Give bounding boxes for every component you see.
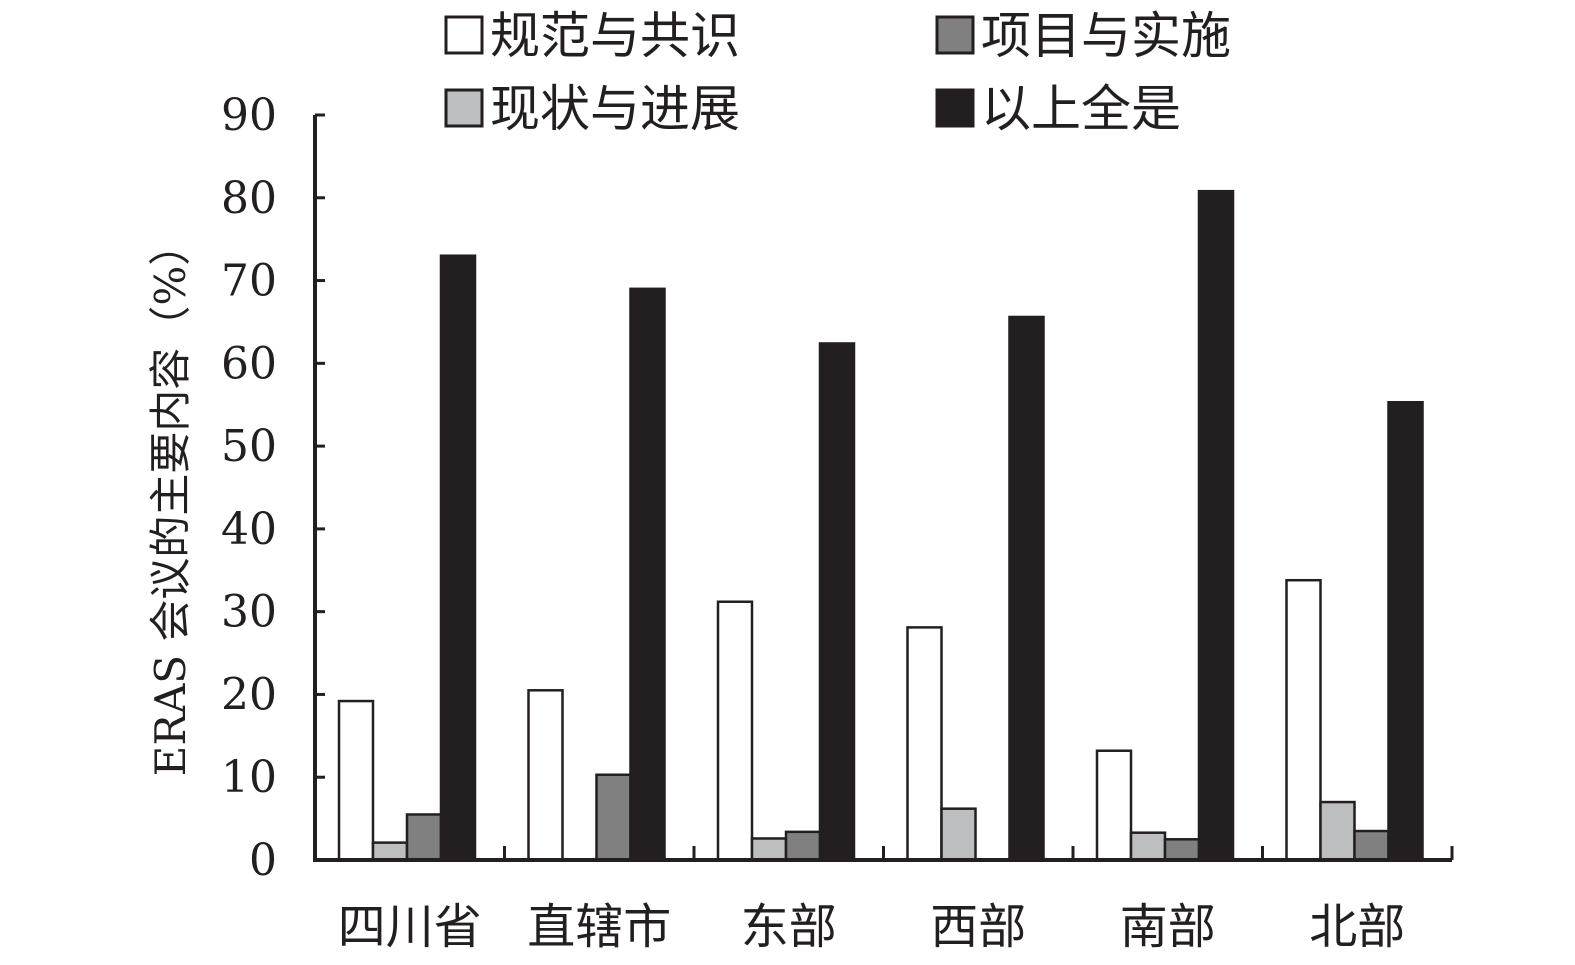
- y-tick-label: 50: [221, 421, 277, 472]
- legend-label: 以上全是: [981, 80, 1181, 138]
- y-tick-label: 20: [221, 669, 277, 720]
- legend-label: 规范与共识: [490, 7, 740, 65]
- bar: [595, 773, 632, 862]
- bar: [750, 837, 788, 862]
- bar: [1353, 829, 1390, 862]
- bar: [337, 699, 375, 862]
- bar: [1387, 400, 1424, 862]
- x-category-label: 西部: [930, 899, 1026, 955]
- y-tick-label: 70: [221, 256, 277, 307]
- bar: [1129, 831, 1167, 862]
- legend-label: 项目与实施: [981, 7, 1231, 65]
- legend-swatch: [935, 88, 975, 128]
- y-tick-label: 10: [221, 752, 277, 803]
- bar: [1319, 800, 1356, 862]
- bar: [1008, 315, 1045, 862]
- x-category-label: 东部: [741, 899, 837, 955]
- y-tick-label: 80: [221, 173, 277, 224]
- bar: [818, 342, 856, 862]
- y-tick-label: 90: [221, 90, 277, 141]
- y-tick-label: 30: [221, 587, 277, 638]
- y-tick-label: 60: [221, 338, 277, 389]
- bar: [1197, 189, 1235, 862]
- bar: [1163, 838, 1201, 862]
- bar: [906, 626, 943, 862]
- y-axis-ticks: 0 10 20 30 40 50 60 70 80 90: [221, 90, 277, 886]
- bar: [527, 689, 564, 862]
- legend-swatch: [935, 15, 975, 55]
- x-axis-categories: 四川省 直辖市 东部 西部 南部 北部: [338, 899, 1406, 955]
- y-tick-label: 40: [221, 504, 277, 555]
- x-category-label: 直辖市: [527, 899, 671, 955]
- bar: [940, 807, 977, 862]
- x-category-label: 北部: [1309, 899, 1405, 955]
- y-axis-title: ERAS 会议的主要内容（%）: [146, 224, 195, 777]
- bar: [1285, 578, 1322, 862]
- bar: [716, 600, 754, 862]
- bar: [439, 254, 477, 862]
- legend-label: 现状与进展: [490, 80, 740, 138]
- bar: [629, 287, 666, 862]
- x-category-label: 四川省: [338, 899, 482, 955]
- bars: [337, 189, 1424, 862]
- legend-swatch: [444, 88, 484, 128]
- legend-swatch: [444, 15, 484, 55]
- bar: [784, 830, 822, 862]
- bar: [1095, 749, 1133, 862]
- axes: [313, 113, 1454, 862]
- bar: [405, 813, 443, 862]
- bar: [371, 841, 409, 862]
- y-tick-label: 0: [249, 835, 277, 886]
- x-category-label: 南部: [1120, 899, 1216, 955]
